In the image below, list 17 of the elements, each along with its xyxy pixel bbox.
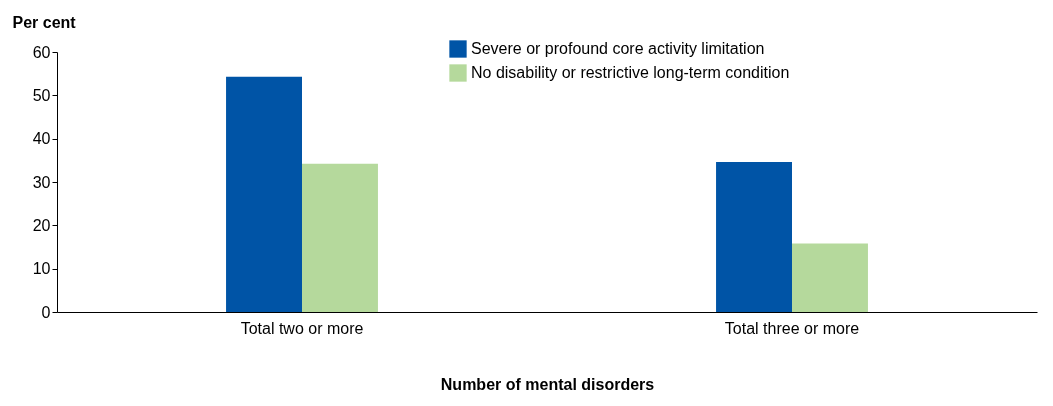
bar xyxy=(792,243,868,312)
y-tick-label: 0 xyxy=(41,303,51,321)
x-tick-label: Total three or more xyxy=(724,319,860,337)
x-tick-label: Total two or more xyxy=(240,319,364,337)
y-tick-label: 50 xyxy=(32,86,51,104)
y-tick-label: 30 xyxy=(32,173,51,191)
y-tick-label: 10 xyxy=(32,260,51,278)
legend-label: No disability or restrictive long-term condition xyxy=(471,64,790,81)
bar xyxy=(302,163,378,312)
bar xyxy=(716,162,792,312)
y-tick-label: 60 xyxy=(32,43,51,61)
x-axis-title: Number of mental disorders xyxy=(440,375,655,393)
y-axis-title: Per cent xyxy=(12,13,77,31)
bar xyxy=(226,76,302,312)
legend-label: Severe or profound core activity limitation xyxy=(471,40,765,57)
y-tick-label: 40 xyxy=(32,130,51,148)
y-tick-label: 20 xyxy=(32,216,51,234)
